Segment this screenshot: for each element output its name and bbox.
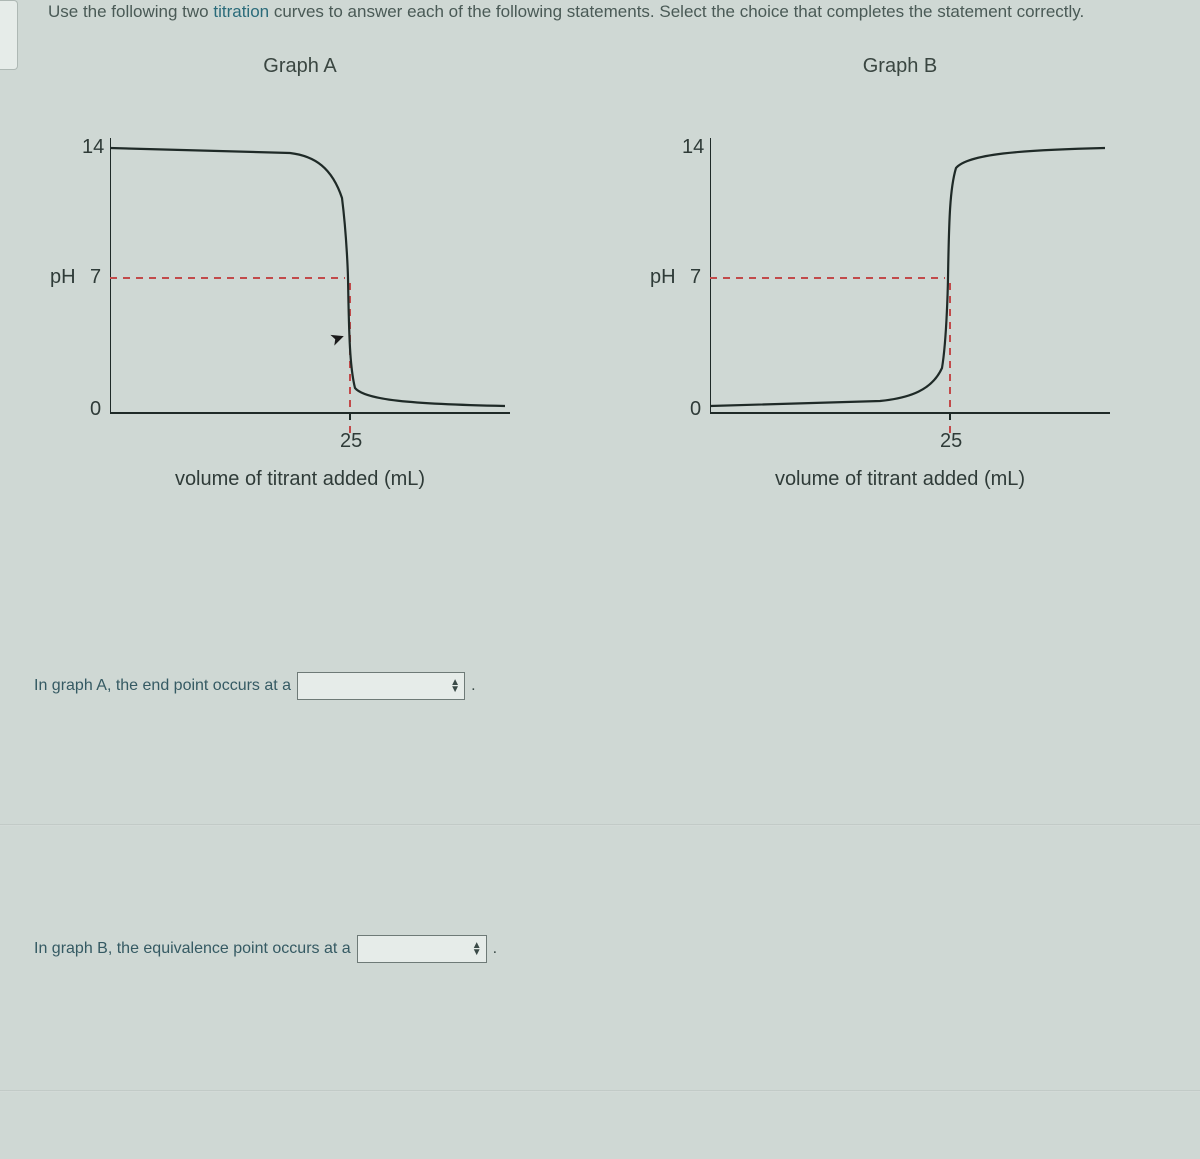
- graph-b-area: 14 pH 7 0 25 volume of titrant: [650, 138, 1150, 478]
- question-2-text: In graph B, the equivalence point occurs…: [34, 940, 351, 958]
- select-arrows-icon: ▲▼: [472, 942, 482, 956]
- question-1: In graph A, the end point occurs at a ▲▼…: [0, 672, 1200, 700]
- question-1-select[interactable]: ▲▼: [297, 672, 465, 700]
- titration-link[interactable]: titration: [213, 2, 269, 21]
- question-2: In graph B, the equivalence point occurs…: [0, 935, 1200, 963]
- graph-a-ylabel: pH: [50, 266, 76, 289]
- graph-a-svg: [110, 138, 510, 438]
- graph-b-ytick-14: 14: [682, 136, 704, 159]
- instructions-text: Use the following two titration curves t…: [48, 2, 1084, 22]
- graph-b-ytick-7: 7: [690, 266, 701, 289]
- question-2-period: .: [493, 940, 497, 958]
- divider-1: [0, 824, 1200, 826]
- question-1-text: In graph A, the end point occurs at a: [34, 677, 291, 695]
- divider-2: [0, 1090, 1200, 1092]
- graph-a-ytick-14: 14: [82, 136, 104, 159]
- graph-b-panel: Graph B 14 pH 7 0 25: [600, 55, 1200, 478]
- graph-b-ytick-0: 0: [690, 398, 701, 421]
- instructions-suffix: curves to answer each of the following s…: [269, 2, 1084, 21]
- graphs-row: Graph A 14 pH 7 0: [0, 55, 1200, 478]
- graph-a-area: 14 pH 7 0: [50, 138, 550, 478]
- graph-b-svg: [710, 138, 1110, 438]
- graph-a-panel: Graph A 14 pH 7 0: [0, 55, 600, 478]
- graph-a-title: Graph A: [263, 55, 336, 78]
- graph-a-ytick-0: 0: [90, 398, 101, 421]
- graph-b-xlabel: volume of titrant added (mL): [650, 468, 1150, 491]
- graph-a-xlabel: volume of titrant added (mL): [50, 468, 550, 491]
- graph-b-title: Graph B: [863, 55, 937, 78]
- question-2-select[interactable]: ▲▼: [357, 935, 487, 963]
- graph-a-xtick-25: 25: [340, 430, 362, 453]
- instructions-prefix: Use the following two: [48, 2, 213, 21]
- select-arrows-icon: ▲▼: [450, 679, 460, 693]
- question-1-period: .: [471, 677, 475, 695]
- graph-b-xtick-25: 25: [940, 430, 962, 453]
- graph-b-ylabel: pH: [650, 266, 676, 289]
- graph-a-ytick-7: 7: [90, 266, 101, 289]
